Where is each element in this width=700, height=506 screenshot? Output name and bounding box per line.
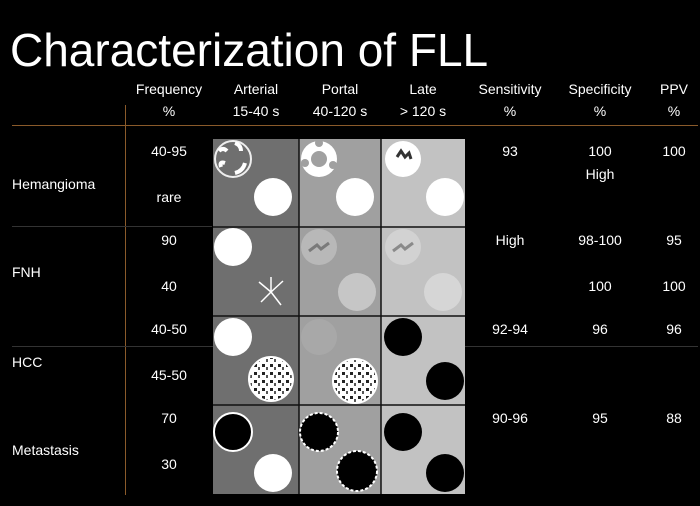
specificity-value: 95 [592, 410, 608, 426]
ppv-value: 100 [662, 143, 686, 159]
row-divider-hemangioma-fnh [12, 226, 212, 227]
header-late: Late > 120 s [381, 78, 465, 122]
row-label-metastasis: Metastasis [12, 442, 79, 458]
label-column-divider [125, 105, 126, 495]
frequency-value: 40-95 [151, 143, 187, 159]
hemangioma-arterial-lesion [214, 140, 292, 216]
hcc-portal-lesion [301, 319, 378, 404]
header-specificity-line1: Specificity [568, 81, 632, 97]
row-label-hemangioma: Hemangioma [12, 176, 96, 192]
metastasis-portal-lesion [299, 412, 378, 492]
header-specificity-line2: % [593, 103, 607, 119]
header-ppv: PPV % [652, 78, 696, 122]
specificity-value: High [585, 166, 615, 182]
header-arterial-line1: Arterial [233, 81, 279, 97]
metastasis-arterial-lesion [213, 412, 292, 492]
header-late-line1: Late [409, 81, 437, 97]
header-late-line2: > 120 s [399, 103, 447, 119]
enhancement-illustration [213, 139, 465, 494]
header-sensitivity: Sensitivity % [470, 78, 550, 122]
header-ppv-line1: PPV [659, 81, 688, 97]
specificity-value: 100 [588, 278, 612, 294]
sensitivity-value: 90-96 [492, 410, 528, 426]
slide-title: Characterization of FLL [10, 24, 489, 76]
frequency-value: 45-50 [151, 367, 187, 383]
row-label-fnh: FNH [12, 264, 41, 280]
sensitivity-value: 93 [502, 143, 518, 159]
frequency-value: 40 [161, 278, 177, 294]
header-sensitivity-line1: Sensitivity [478, 81, 542, 97]
header-portal-line1: Portal [321, 81, 359, 97]
hemangioma-portal-lesion [301, 139, 374, 216]
hemangioma-late-lesion [385, 141, 464, 216]
header-frequency: Frequency % [128, 78, 210, 122]
hcc-late-lesion [384, 318, 464, 400]
specificity-value: 96 [592, 321, 608, 337]
row-label-hcc: HCC [12, 354, 43, 370]
header-divider [12, 125, 698, 126]
header-arterial: Arterial 15-40 s [213, 78, 299, 122]
frequency-value: 30 [161, 456, 177, 472]
metastasis-late-lesion [384, 413, 464, 492]
specificity-value: 98-100 [578, 232, 622, 248]
fnh-arterial-lesion [214, 228, 284, 306]
header-portal-line2: 40-120 s [312, 103, 368, 119]
header-portal: Portal 40-120 s [299, 78, 381, 122]
frequency-value: 70 [161, 410, 177, 426]
ppv-value: 96 [666, 321, 682, 337]
header-specificity: Specificity % [560, 78, 640, 122]
header-sensitivity-line2: % [503, 103, 517, 119]
hcc-arterial-lesion [214, 318, 294, 402]
specificity-value: 100 [588, 143, 612, 159]
ppv-value: 95 [666, 232, 682, 248]
ppv-value: 88 [666, 410, 682, 426]
frequency-value: 40-50 [151, 321, 187, 337]
sensitivity-value: 92-94 [492, 321, 528, 337]
frequency-value: 90 [161, 232, 177, 248]
header-frequency-line2: % [162, 103, 176, 119]
header-arterial-line2: 15-40 s [232, 103, 280, 119]
fnh-portal-lesion [301, 229, 376, 311]
frequency-value: rare [156, 189, 182, 205]
header-ppv-line2: % [667, 103, 681, 119]
fnh-late-lesion [385, 229, 462, 311]
ppv-value: 100 [662, 278, 686, 294]
sensitivity-value: High [495, 232, 525, 248]
header-frequency-line1: Frequency [135, 81, 203, 97]
